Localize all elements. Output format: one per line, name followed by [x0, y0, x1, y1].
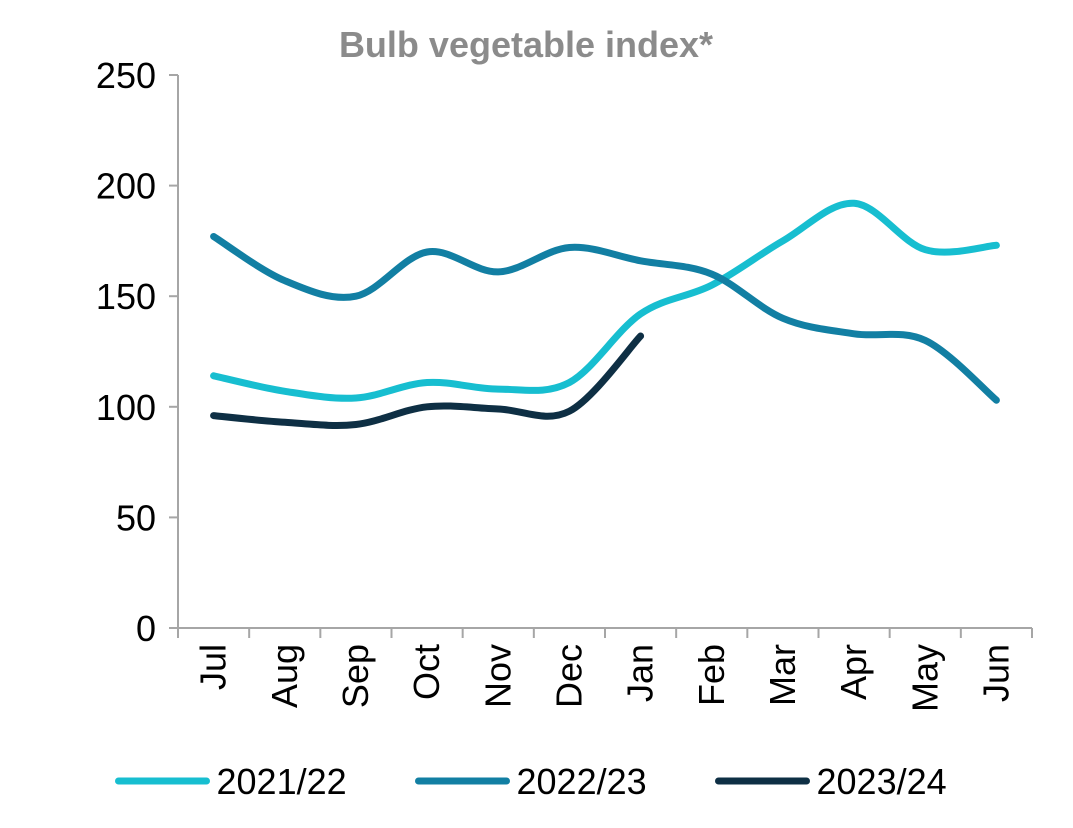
x-category-label: Mar [762, 644, 803, 706]
series-line-2022-23 [210, 233, 1000, 404]
x-category-label: Aug [264, 644, 305, 708]
x-category-label: Nov [477, 644, 518, 708]
y-tick-label: 50 [116, 497, 156, 538]
legend-label: 2023/24 [817, 761, 947, 802]
x-category-label: Oct [406, 644, 447, 700]
x-category-label: Jul [193, 644, 234, 690]
y-axis-tick-labels: 0 50 100 150 200 250 [96, 55, 156, 649]
y-tick-label: 200 [96, 166, 156, 207]
x-category-label: Feb [691, 644, 732, 706]
series-lines [210, 199, 1000, 429]
chart-title: Bulb vegetable index* [339, 24, 713, 65]
x-category-label: Dec [548, 644, 589, 708]
series-line-2021-22 [210, 199, 1000, 402]
legend: 2021/22 2022/23 2023/24 [115, 761, 947, 802]
x-category-label: Jun [975, 644, 1016, 702]
series-line-2023-24 [210, 332, 645, 429]
y-tick-label: 150 [96, 276, 156, 317]
axes [169, 74, 1033, 638]
x-axis-tick-labels: Jul Aug Sep Oct Nov Dec Jan Feb Mar Apr May Jun [193, 644, 1017, 712]
x-category-label: Apr [833, 644, 874, 700]
x-category-label: Jan [620, 644, 661, 702]
y-tick-label: 0 [136, 608, 156, 649]
x-category-label: May [904, 644, 945, 712]
legend-label: 2021/22 [217, 761, 347, 802]
x-category-label: Sep [335, 644, 376, 708]
legend-label: 2022/23 [517, 761, 647, 802]
y-tick-label: 250 [96, 55, 156, 96]
y-tick-label: 100 [96, 387, 156, 428]
